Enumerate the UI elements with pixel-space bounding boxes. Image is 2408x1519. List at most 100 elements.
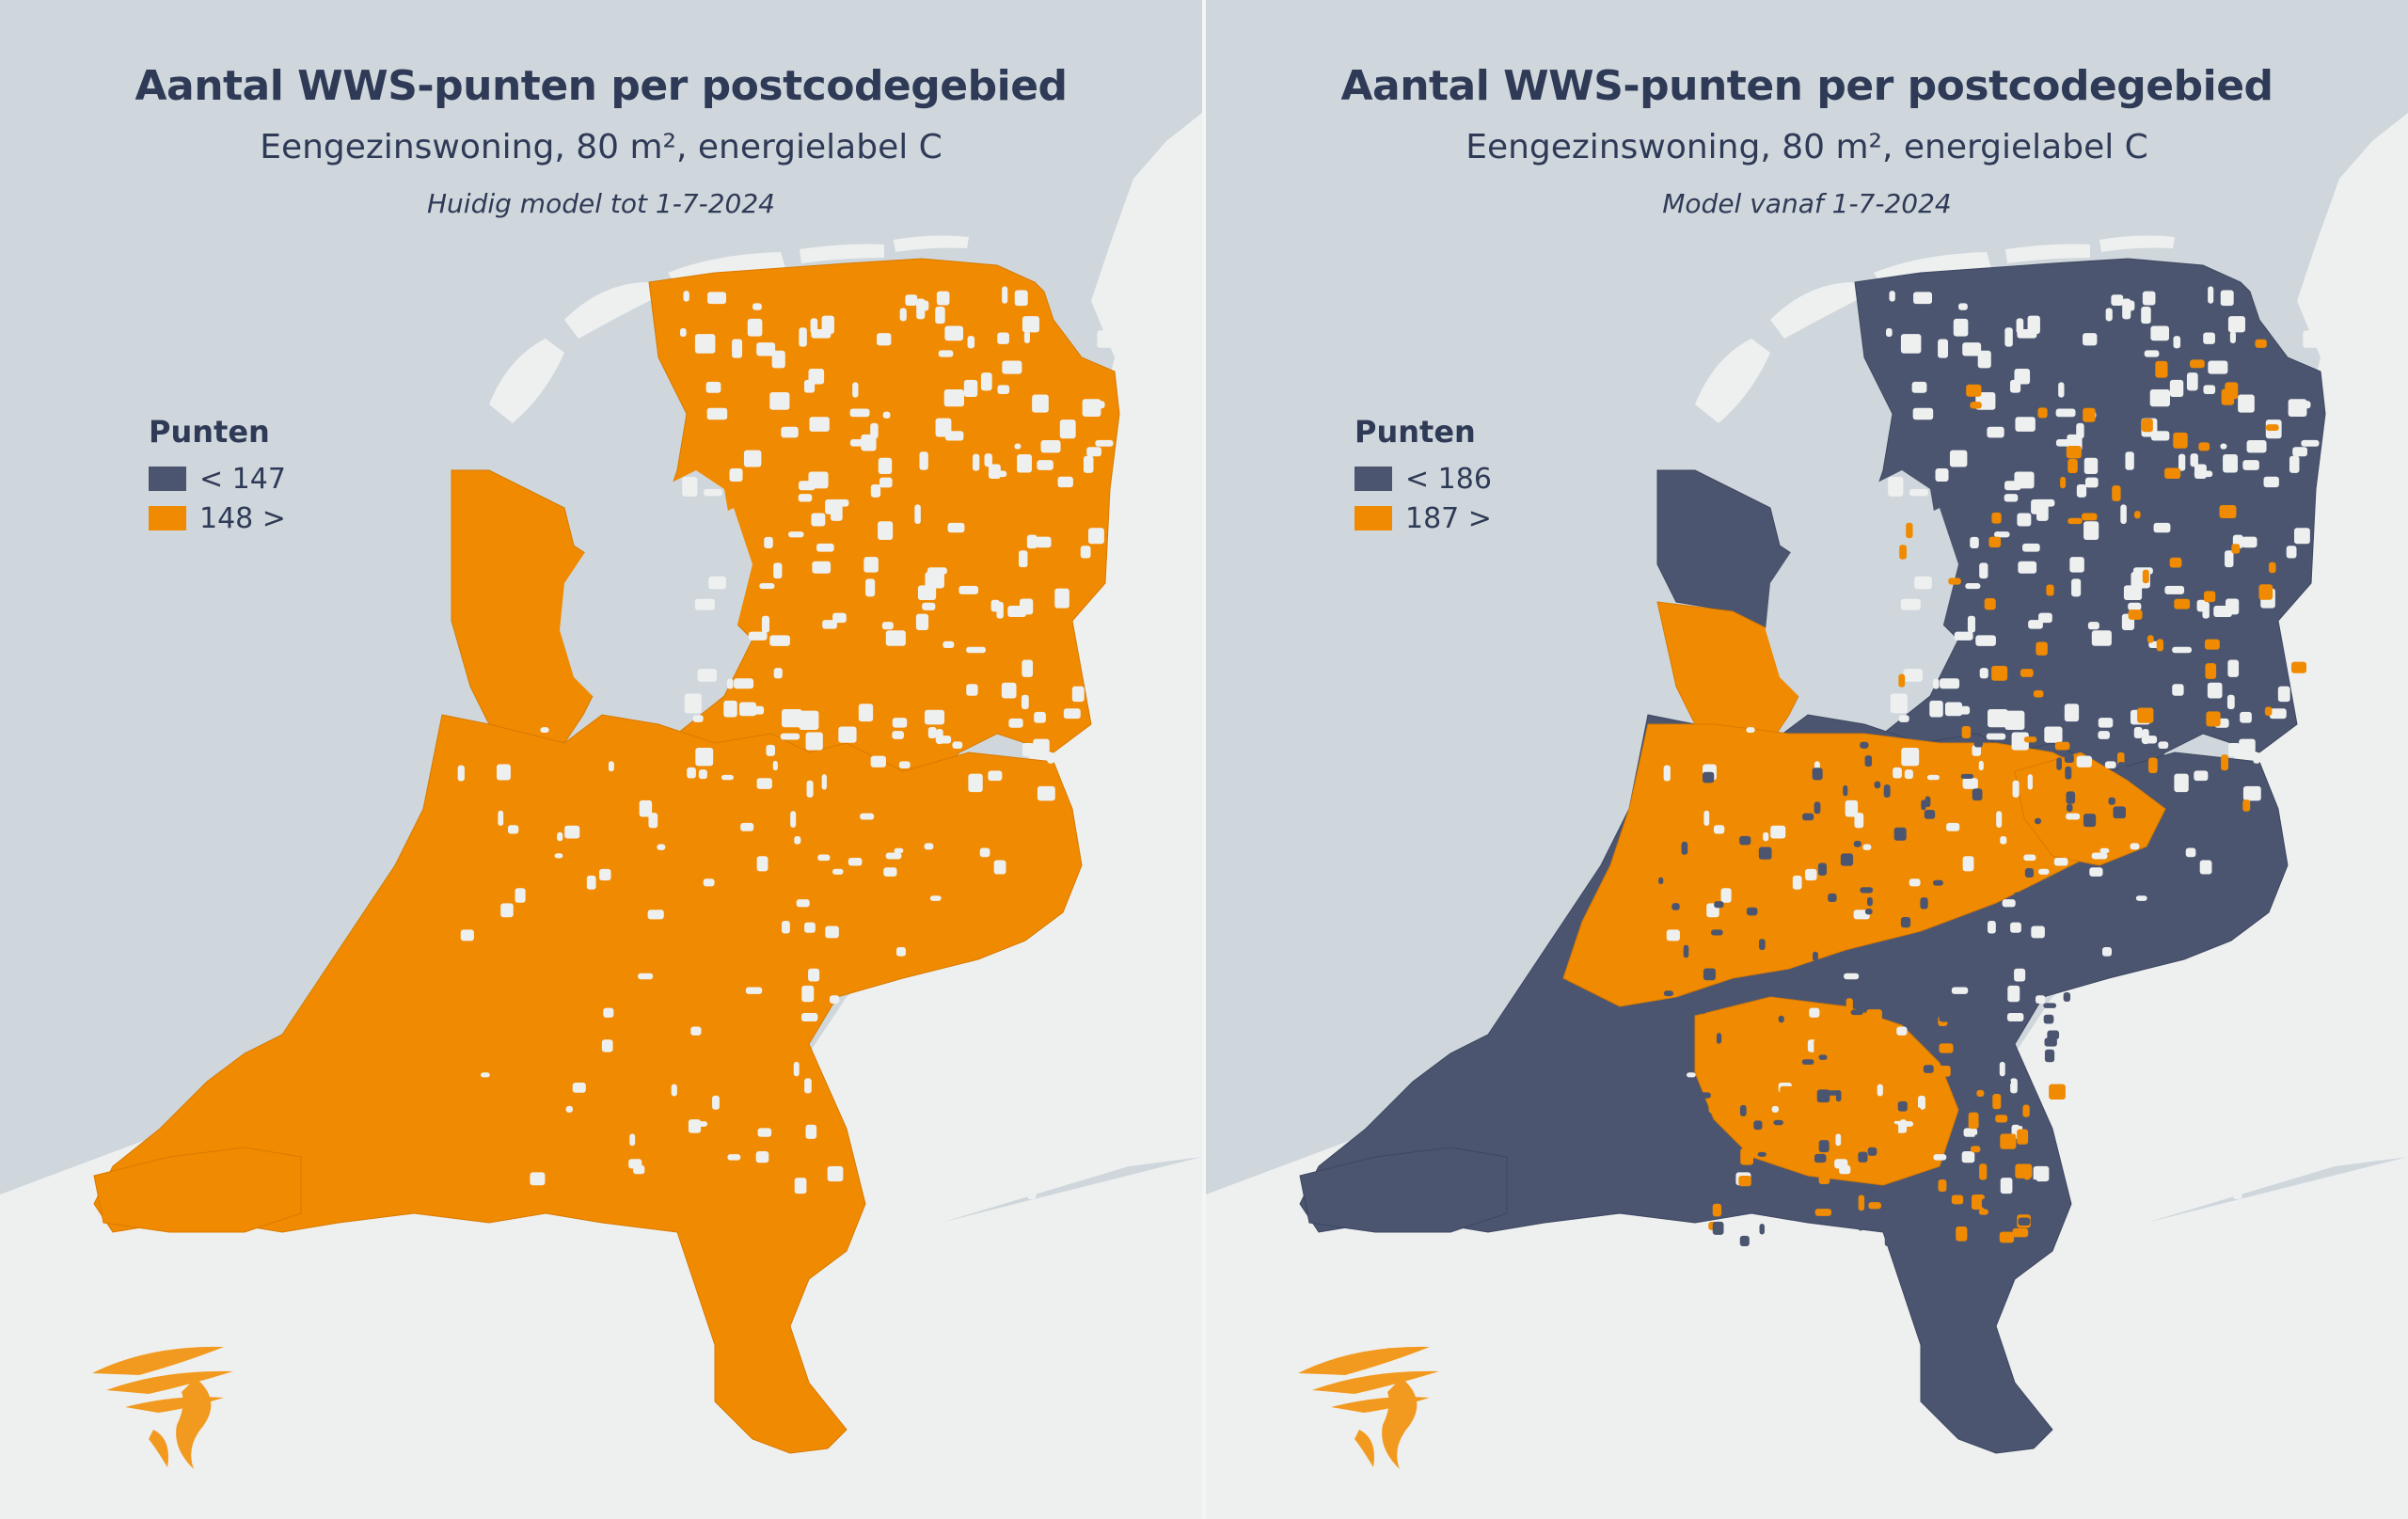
postcode-patch [2015,417,2036,432]
postcode-patch [908,1052,922,1059]
postcode-patch [2164,467,2181,479]
postcode-patch [2258,584,2273,600]
postcode-patch [1970,402,1982,409]
postcode-patch [2277,686,2290,703]
postcode-patch [1739,1235,1750,1247]
postcode-patch [2137,707,2154,723]
postcode-patch [1840,853,1854,866]
postcode-patch [2067,517,2083,525]
postcode-patch [2133,726,2143,738]
postcode-patch [734,678,754,689]
legend-swatch-orange [1354,506,1392,530]
postcode-patch [1725,1065,1742,1077]
postcode-patch [879,477,893,488]
legend-item-low: < 147 [149,459,286,498]
postcode-patch [804,922,816,933]
postcode-patch [1866,1009,1882,1025]
postcode-patch [1089,658,1097,671]
postcode-patch [2169,379,2184,398]
postcode-patch [860,813,875,820]
postcode-patch [1991,512,2002,524]
postcode-patch [878,457,893,474]
postcode-patch [1703,968,1716,981]
postcode-patch [1726,993,1739,1001]
postcode-patch [958,585,979,594]
postcode-patch [2253,754,2260,764]
postcode-patch [2017,1129,2029,1145]
postcode-patch [2170,1129,2184,1135]
postcode-patch [1686,1072,1696,1078]
postcode-patch [2083,814,2097,828]
postcode-patch [793,1061,800,1077]
postcode-patch [1764,1139,1778,1147]
postcode-patch [2037,868,2050,875]
postcode-patch [2242,799,2251,812]
postcode-patch [1805,868,1817,881]
postcode-patch [990,599,1000,612]
postcode-patch [1757,1151,1766,1157]
postcode-patch [1868,1202,1881,1210]
postcode-patch [1909,489,1928,497]
postcode-patch [927,726,937,738]
postcode-patch [1002,286,1008,304]
postcode-patch [1022,659,1034,677]
postcode-patch [1850,1009,1863,1016]
postcode-patch [2204,591,2216,603]
postcode-patch [808,968,820,982]
postcode-patch [1766,1019,1772,1031]
postcode-patch [2043,1003,2057,1008]
postcode-patch [554,853,563,859]
postcode-patch [1098,770,1105,787]
postcode-patch [1996,811,2003,829]
postcode-patch [832,612,847,624]
postcode-patch [1802,1114,1820,1129]
postcode-patch [1845,799,1859,817]
postcode-patch [1746,907,1758,916]
postcode-patch [1854,813,1864,829]
postcode-patch [1979,668,1988,679]
postcode-patch [1923,1065,1934,1073]
postcode-patch [2016,318,2024,334]
postcode-patch [773,668,783,679]
postcode-patch [2164,585,2185,594]
postcode-patch [1738,1176,1751,1187]
postcode-patch [1683,944,1689,958]
postcode-patch [1703,810,1710,827]
postcode-patch [1826,1090,1840,1096]
postcode-patch [821,774,827,790]
postcode-patch [883,867,897,877]
postcode-patch [1036,536,1052,548]
postcode-patch [1828,893,1837,903]
postcode-patch [809,417,830,432]
postcode-patch [1780,1085,1798,1098]
postcode-patch [2018,561,2037,574]
postcode-patch [721,774,734,781]
postcode-patch [1720,888,1732,903]
postcode-patch [1809,1007,1820,1018]
postcode-patch [1886,1158,1899,1166]
postcode-patch [2290,661,2307,673]
postcode-patch [2028,620,2043,629]
postcode-patch [1057,476,1073,488]
postcode-patch [2142,291,2156,306]
postcode-patch [2043,1014,2054,1024]
postcode-patch [919,451,928,470]
postcode-patch [1953,318,1969,337]
postcode-patch [1898,1082,1907,1100]
postcode-patch [2120,504,2127,525]
postcode-patch [997,385,1010,395]
postcode-patch [2298,295,2319,305]
postcode-patch [1925,1189,1938,1200]
postcode-patch [2172,646,2193,654]
postcode-patch [790,811,797,829]
postcode-patch [2047,1030,2060,1040]
postcode-patch [1893,827,1907,841]
postcode-patch [1995,1115,2008,1123]
postcode-patch [2114,1052,2128,1059]
legend-item-high: 148 > [149,498,286,538]
postcode-patch [1993,1025,2003,1031]
postcode-patch [2069,557,2084,573]
postcode-patch [684,693,702,714]
postcode-patch [808,471,829,489]
postcode-patch [1938,339,1949,358]
